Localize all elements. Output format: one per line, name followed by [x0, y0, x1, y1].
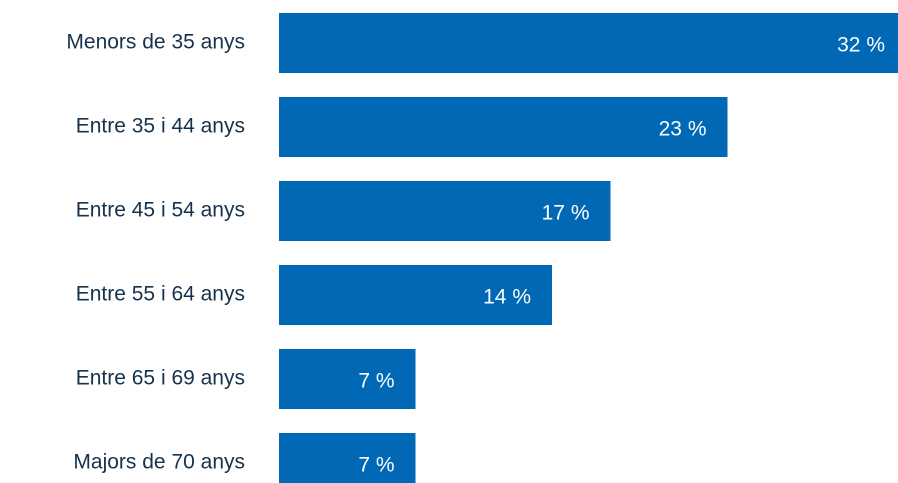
value-label: 7 % [358, 454, 394, 477]
category-label: Menors de 35 anys [66, 31, 245, 54]
bar [279, 349, 416, 409]
category-label: Entre 55 i 64 anys [76, 283, 245, 306]
category-label: Majors de 70 anys [73, 451, 245, 474]
category-label: Entre 45 i 54 anys [76, 199, 245, 222]
bar [279, 265, 552, 325]
bar [279, 433, 416, 483]
value-label: 32 % [837, 34, 885, 57]
category-label: Entre 65 i 69 anys [76, 367, 245, 390]
bar [279, 97, 728, 157]
value-label: 17 % [542, 202, 590, 225]
category-label: Entre 35 i 44 anys [76, 115, 245, 138]
bar [279, 13, 898, 73]
value-label: 23 % [659, 118, 707, 141]
value-label: 7 % [358, 370, 394, 393]
value-label: 14 % [483, 286, 531, 309]
bar [279, 181, 611, 241]
